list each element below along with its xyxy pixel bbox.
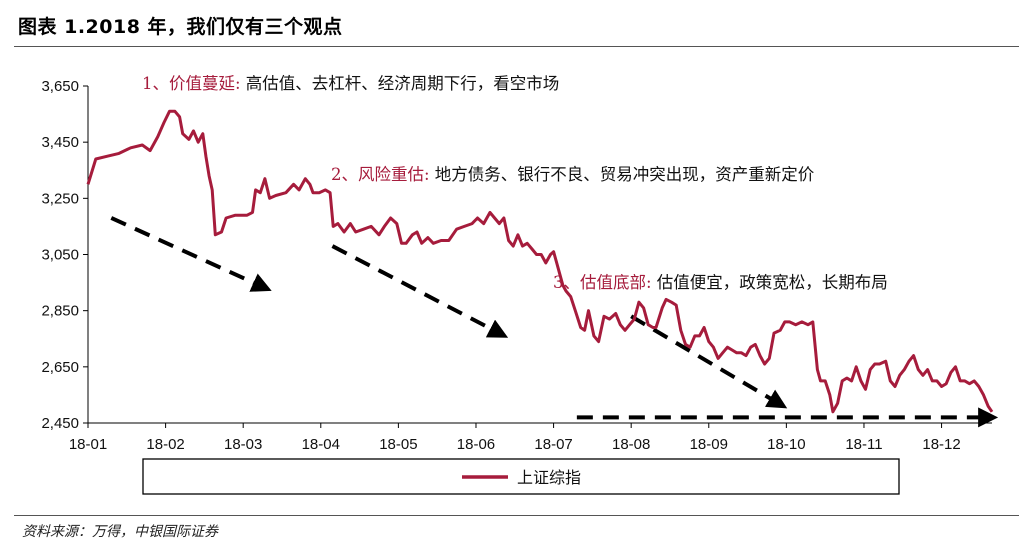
x-tick-label: 18-10	[767, 436, 805, 453]
legend-label: 上证综指	[517, 468, 581, 487]
series-line-shanghai-composite	[86, 109, 994, 414]
y-tick-label: 2,450	[41, 415, 79, 432]
annotation-2: 2、风险重估: 地方债务、银行不良、贸易冲突出现，资产重新定价	[331, 165, 814, 184]
annotations: 1、价值蔓延: 高估值、去杠杆、经济周期下行，看空市场 2、风险重估: 地方债务、…	[142, 74, 888, 292]
x-tick-label: 18-01	[69, 436, 107, 453]
legend-box	[142, 458, 900, 495]
trend-arrow	[630, 314, 788, 409]
x-tick-label: 18-08	[612, 436, 650, 453]
bottom-rule	[14, 515, 1019, 516]
annotation-prefix: 3、估值底部:	[553, 273, 652, 292]
source-note: 资料来源：万得，中银国际证券	[22, 524, 218, 540]
y-tick-label: 3,050	[41, 247, 79, 264]
annotation-3: 3、估值底部: 估值便宜，政策宽松，长期布局	[553, 273, 888, 292]
series-layer	[86, 109, 994, 414]
annotation-text: 估值便宜，政策宽松，长期布局	[652, 273, 888, 292]
x-tick-label: 18-03	[224, 436, 262, 453]
y-tick-label: 3,450	[41, 134, 79, 151]
x-tick-label: 18-05	[379, 436, 417, 453]
annotation-1: 1、价值蔓延: 高估值、去杠杆、经济周期下行，看空市场	[142, 74, 559, 93]
x-tick-label: 18-02	[146, 436, 184, 453]
trend-arrows	[110, 216, 999, 428]
x-tick-label: 18-12	[922, 436, 960, 453]
y-tick-label: 3,650	[41, 78, 79, 95]
legend: 上证综指	[142, 458, 900, 495]
annotation-prefix: 1、价值蔓延:	[142, 74, 241, 93]
y-axis-ticks: 2,450 2,650 2,850 3,050 3,250 3,450 3,650	[41, 78, 88, 432]
x-axis-ticks: 18-01 18-02 18-03 18-04 18-05 18-06 18-07 18-08…	[69, 423, 961, 453]
trend-arrow	[331, 244, 509, 338]
annotation-text: 高估值、去杠杆、经济周期下行，看空市场	[241, 74, 560, 93]
y-tick-label: 2,650	[41, 359, 79, 376]
annotation-prefix: 2、风险重估:	[331, 165, 430, 184]
x-tick-label: 18-11	[845, 436, 882, 453]
chart-title: 图表 1.2018 年，我们仅有三个观点	[18, 16, 343, 38]
y-tick-label: 2,850	[41, 303, 79, 320]
annotation-text: 地方债务、银行不良、贸易冲突出现，资产重新定价	[430, 165, 815, 184]
x-tick-label: 18-09	[690, 436, 728, 453]
trend-arrow	[110, 216, 272, 292]
y-tick-label: 3,250	[41, 190, 79, 207]
x-tick-label: 18-06	[457, 436, 495, 453]
x-tick-label: 18-04	[302, 436, 340, 453]
top-rule	[14, 46, 1019, 47]
x-tick-label: 18-07	[534, 436, 572, 453]
